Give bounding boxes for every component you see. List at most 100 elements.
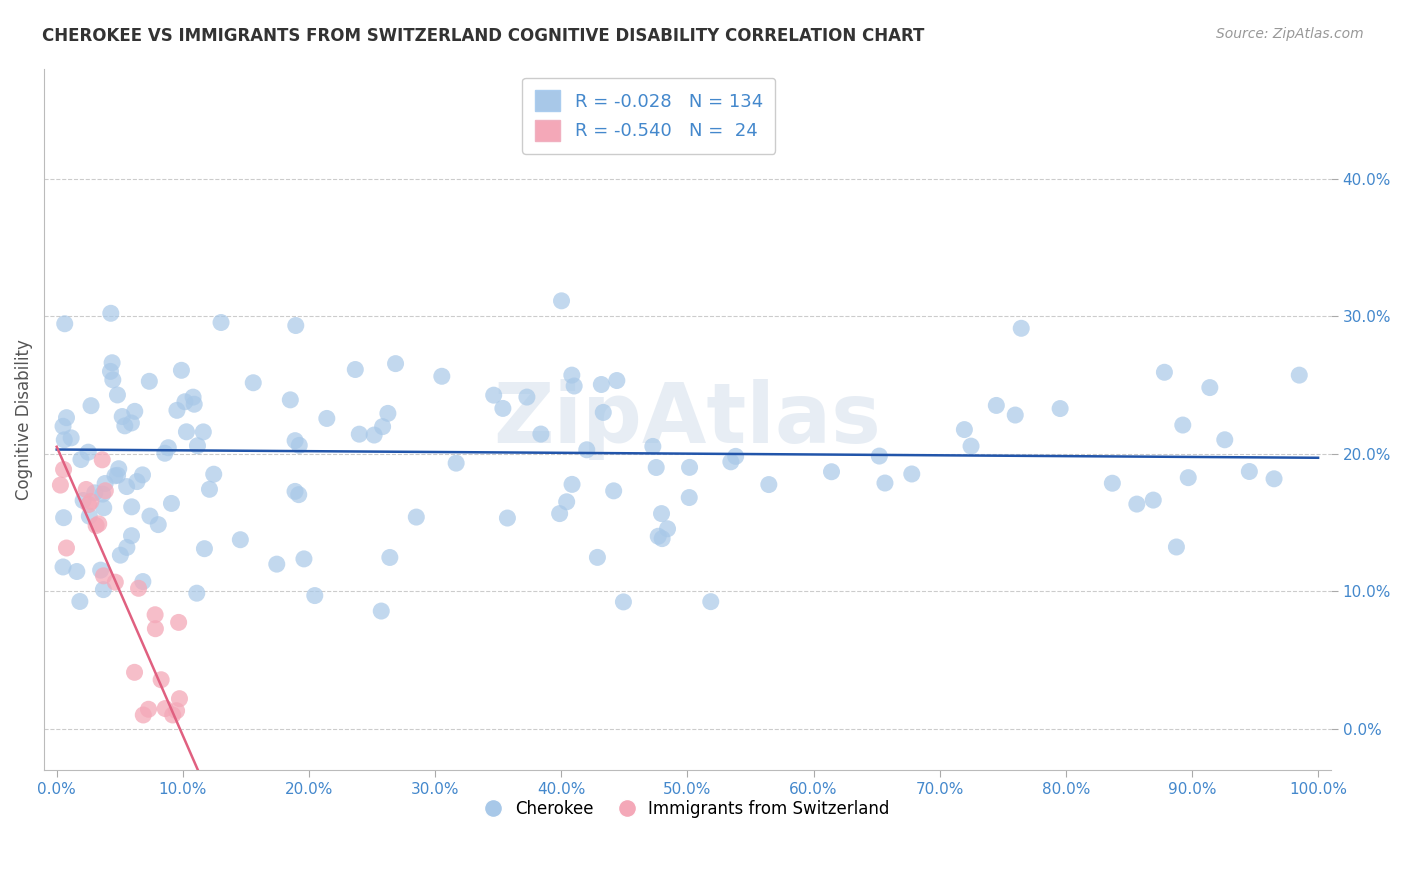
Point xyxy=(193,541,215,556)
Point xyxy=(181,390,204,404)
Point xyxy=(174,394,197,409)
Point xyxy=(377,406,399,420)
Point xyxy=(384,357,406,371)
Point xyxy=(52,462,75,476)
Point xyxy=(758,477,780,491)
Point xyxy=(101,356,124,370)
Point xyxy=(131,467,153,482)
Point xyxy=(1198,381,1220,395)
Point xyxy=(52,560,75,574)
Point xyxy=(1213,433,1236,447)
Point xyxy=(186,586,208,600)
Point xyxy=(128,582,150,596)
Point xyxy=(79,509,101,524)
Point xyxy=(641,439,664,453)
Point xyxy=(1010,321,1032,335)
Point xyxy=(143,607,166,622)
Point xyxy=(1263,472,1285,486)
Point xyxy=(651,532,673,546)
Point xyxy=(145,622,167,636)
Point xyxy=(304,589,326,603)
Point xyxy=(430,369,453,384)
Point xyxy=(120,416,142,430)
Point xyxy=(678,491,700,505)
Point xyxy=(720,455,742,469)
Point xyxy=(125,475,148,489)
Point xyxy=(1171,418,1194,433)
Point xyxy=(93,500,115,515)
Point xyxy=(121,500,143,514)
Point xyxy=(94,483,117,498)
Point xyxy=(586,550,609,565)
Point xyxy=(371,419,394,434)
Point xyxy=(100,364,122,378)
Point xyxy=(651,507,673,521)
Point xyxy=(183,397,205,411)
Point xyxy=(1166,540,1188,554)
Point xyxy=(93,569,115,583)
Point xyxy=(124,665,146,680)
Point xyxy=(548,507,571,521)
Point xyxy=(349,427,371,442)
Point xyxy=(166,403,188,417)
Point xyxy=(132,708,155,723)
Point xyxy=(166,704,188,718)
Point xyxy=(496,511,519,525)
Point xyxy=(148,517,170,532)
Point xyxy=(229,533,252,547)
Point xyxy=(153,701,176,715)
Point xyxy=(209,316,232,330)
Point xyxy=(107,468,129,483)
Point xyxy=(198,483,221,497)
Point xyxy=(278,392,301,407)
Point xyxy=(138,702,160,716)
Point xyxy=(60,431,83,445)
Point xyxy=(562,379,585,393)
Point xyxy=(84,518,107,533)
Text: Source: ZipAtlas.com: Source: ZipAtlas.com xyxy=(1216,27,1364,41)
Point xyxy=(70,452,93,467)
Point xyxy=(370,604,392,618)
Point xyxy=(193,425,215,439)
Point xyxy=(150,673,173,687)
Point xyxy=(104,575,127,590)
Point xyxy=(284,434,307,448)
Point xyxy=(162,708,184,723)
Point xyxy=(186,439,208,453)
Point xyxy=(344,362,367,376)
Point xyxy=(1288,368,1310,383)
Point xyxy=(100,306,122,320)
Point xyxy=(160,496,183,510)
Point xyxy=(90,563,112,577)
Point xyxy=(724,450,747,464)
Point xyxy=(1101,476,1123,491)
Point xyxy=(1126,497,1149,511)
Point xyxy=(492,401,515,416)
Point xyxy=(153,446,176,460)
Point xyxy=(55,541,77,555)
Point xyxy=(80,494,103,508)
Point xyxy=(114,418,136,433)
Point xyxy=(516,390,538,404)
Point xyxy=(378,550,401,565)
Point xyxy=(1004,408,1026,422)
Point xyxy=(101,373,124,387)
Point xyxy=(602,483,624,498)
Point xyxy=(1049,401,1071,416)
Point xyxy=(121,529,143,543)
Point xyxy=(52,419,75,434)
Point xyxy=(111,409,134,424)
Point xyxy=(444,456,467,470)
Point xyxy=(550,293,572,308)
Point xyxy=(80,399,103,413)
Point xyxy=(700,594,723,608)
Point xyxy=(49,478,72,492)
Point xyxy=(555,495,578,509)
Point xyxy=(1177,470,1199,484)
Point xyxy=(75,483,97,497)
Point xyxy=(77,445,100,459)
Point xyxy=(52,510,75,524)
Point xyxy=(169,691,191,706)
Point xyxy=(132,574,155,589)
Point xyxy=(405,510,427,524)
